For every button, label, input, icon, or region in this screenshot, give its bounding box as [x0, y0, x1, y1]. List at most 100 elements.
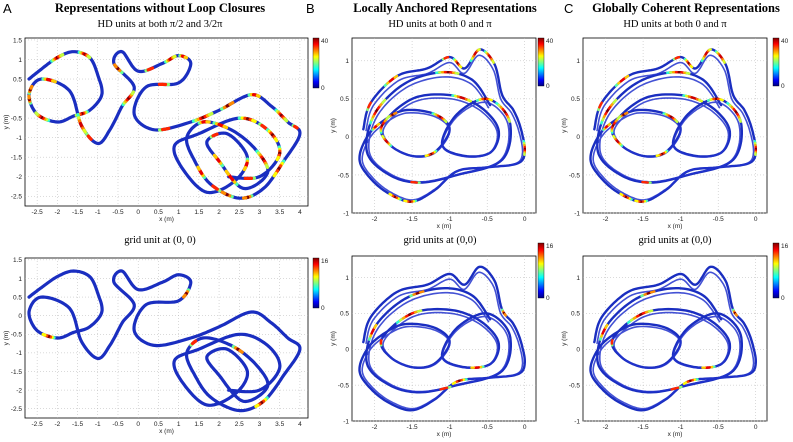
- x-tick-label: 1: [177, 421, 181, 428]
- panel-title-b-bottom: grid units at (0,0): [404, 235, 477, 246]
- activity-segment: [599, 101, 603, 107]
- colorbar-max-label: 16: [546, 243, 554, 250]
- activity-segment: [503, 313, 508, 317]
- activity-segment: [698, 98, 703, 103]
- colorbar-max-label: 40: [781, 38, 789, 45]
- activity-segment: [373, 323, 378, 329]
- x-tick-label: 4: [298, 421, 302, 428]
- trajectory-path: [361, 271, 524, 410]
- panel-title-a-top: HD units at both π/2 and 3/2π: [98, 19, 224, 30]
- x-tick-label: -0.5: [713, 424, 725, 431]
- x-axis-label: x (m): [668, 431, 683, 438]
- y-tick-label: 1: [18, 57, 22, 64]
- x-tick-label: -1: [678, 424, 684, 431]
- activity-segment: [196, 165, 201, 171]
- activity-segment: [649, 290, 656, 294]
- activity-segment: [616, 115, 622, 121]
- activity-segment: [454, 71, 460, 75]
- activity-segment: [254, 403, 260, 409]
- x-tick-label: -1: [447, 216, 453, 223]
- activity-segment: [251, 118, 257, 124]
- activity-segment: [393, 111, 398, 115]
- colorbar-max-label: 16: [781, 243, 789, 250]
- activity-segment: [507, 117, 511, 123]
- activity-segment: [211, 184, 217, 190]
- y-axis-label: y (m): [330, 118, 337, 133]
- x-tick-label: -1.5: [72, 209, 84, 216]
- activity-segment: [242, 165, 248, 172]
- activity-segment: [29, 84, 34, 90]
- activity-segment: [255, 93, 261, 98]
- activity-segment: [604, 323, 609, 329]
- activity-segment: [670, 387, 676, 391]
- x-tick-label: 0: [754, 424, 758, 431]
- x-axis-label: x (m): [668, 223, 683, 230]
- x-tick-label: 3: [258, 209, 262, 216]
- x-tick-label: -0.5: [112, 209, 124, 216]
- y-axis-label: y (m): [330, 331, 337, 346]
- y-tick-label: -1: [574, 210, 580, 217]
- trajectory: [589, 265, 757, 412]
- x-tick-label: 1.5: [194, 421, 203, 428]
- activity-segment: [212, 153, 218, 159]
- colorbar: 40 0: [772, 37, 789, 90]
- activity-segment: [220, 190, 227, 196]
- activity-segment: [224, 169, 230, 176]
- y-tick-label: 0: [345, 347, 349, 354]
- activity-segment: [388, 192, 393, 197]
- activity-segment: [82, 128, 88, 134]
- activity-segment: [222, 124, 229, 130]
- x-tick-label: 2: [217, 421, 221, 428]
- trajectory-path: [361, 54, 524, 201]
- activity-segment: [51, 79, 57, 84]
- activity-segment: [262, 125, 268, 130]
- x-tick-label: -2.5: [32, 421, 44, 428]
- x-tick-label: -2: [54, 209, 60, 216]
- activity-segment: [619, 192, 624, 197]
- panel-title-a-bottom: grid unit at (0, 0): [124, 235, 196, 246]
- x-axis-label: x (m): [437, 223, 452, 230]
- activity-segment: [719, 98, 724, 102]
- x-tick-label: 2.5: [235, 209, 244, 216]
- activity-segment: [612, 134, 616, 139]
- activity-segment: [385, 115, 391, 121]
- activity-segment: [381, 98, 387, 104]
- y-tick-label: -2: [16, 174, 22, 181]
- colorbar: 16 0: [537, 242, 554, 302]
- x-tick-label: 0: [754, 216, 758, 223]
- activity-segment: [624, 74, 630, 79]
- activity-segment: [722, 59, 726, 64]
- activity-segment: [34, 111, 39, 116]
- activity-segment: [458, 64, 463, 69]
- column-letter-a: A: [3, 1, 12, 16]
- activity-segment: [273, 137, 279, 143]
- activity-segment: [183, 55, 189, 60]
- x-tick-label: 3.5: [275, 421, 284, 428]
- y-tick-label: 1: [345, 275, 349, 282]
- trajectory: [27, 49, 302, 200]
- y-tick-label: 1.5: [13, 257, 22, 264]
- trajectory-path: [592, 271, 755, 410]
- x-tick-label: 1: [177, 209, 181, 216]
- activity-segment: [41, 332, 47, 337]
- activity-segment: [738, 117, 742, 123]
- x-tick-label: -2: [603, 424, 609, 431]
- activity-segment: [164, 126, 171, 131]
- activity-segment: [59, 53, 65, 57]
- y-tick-label: -2: [16, 387, 22, 394]
- trajectory: [27, 269, 302, 413]
- panel-title-c-top: HD units at both 0 and π: [623, 19, 727, 30]
- activity-segment: [213, 132, 219, 137]
- y-tick-label: 0.5: [340, 311, 349, 318]
- x-tick-label: 4: [298, 209, 302, 216]
- y-tick-label: -1: [343, 210, 349, 217]
- x-tick-label: 3.5: [275, 209, 284, 216]
- activity-segment: [88, 136, 93, 141]
- colorbar-max-label: 40: [546, 38, 554, 45]
- y-tick-label: 0: [576, 347, 580, 354]
- axis-ticks: -2.5 -2 -1.5 -1 -0.5 0 0.5 1 1.5 2 2.5 3 3.5 4 1.5 1 0.5…: [11, 257, 308, 428]
- trajectory: [358, 265, 526, 412]
- panel-b-bottom: -2 -1.5 -1 -0.5 010.50-0.5-1x (m)y (m)160: [330, 242, 554, 438]
- x-tick-label: -1: [95, 421, 101, 428]
